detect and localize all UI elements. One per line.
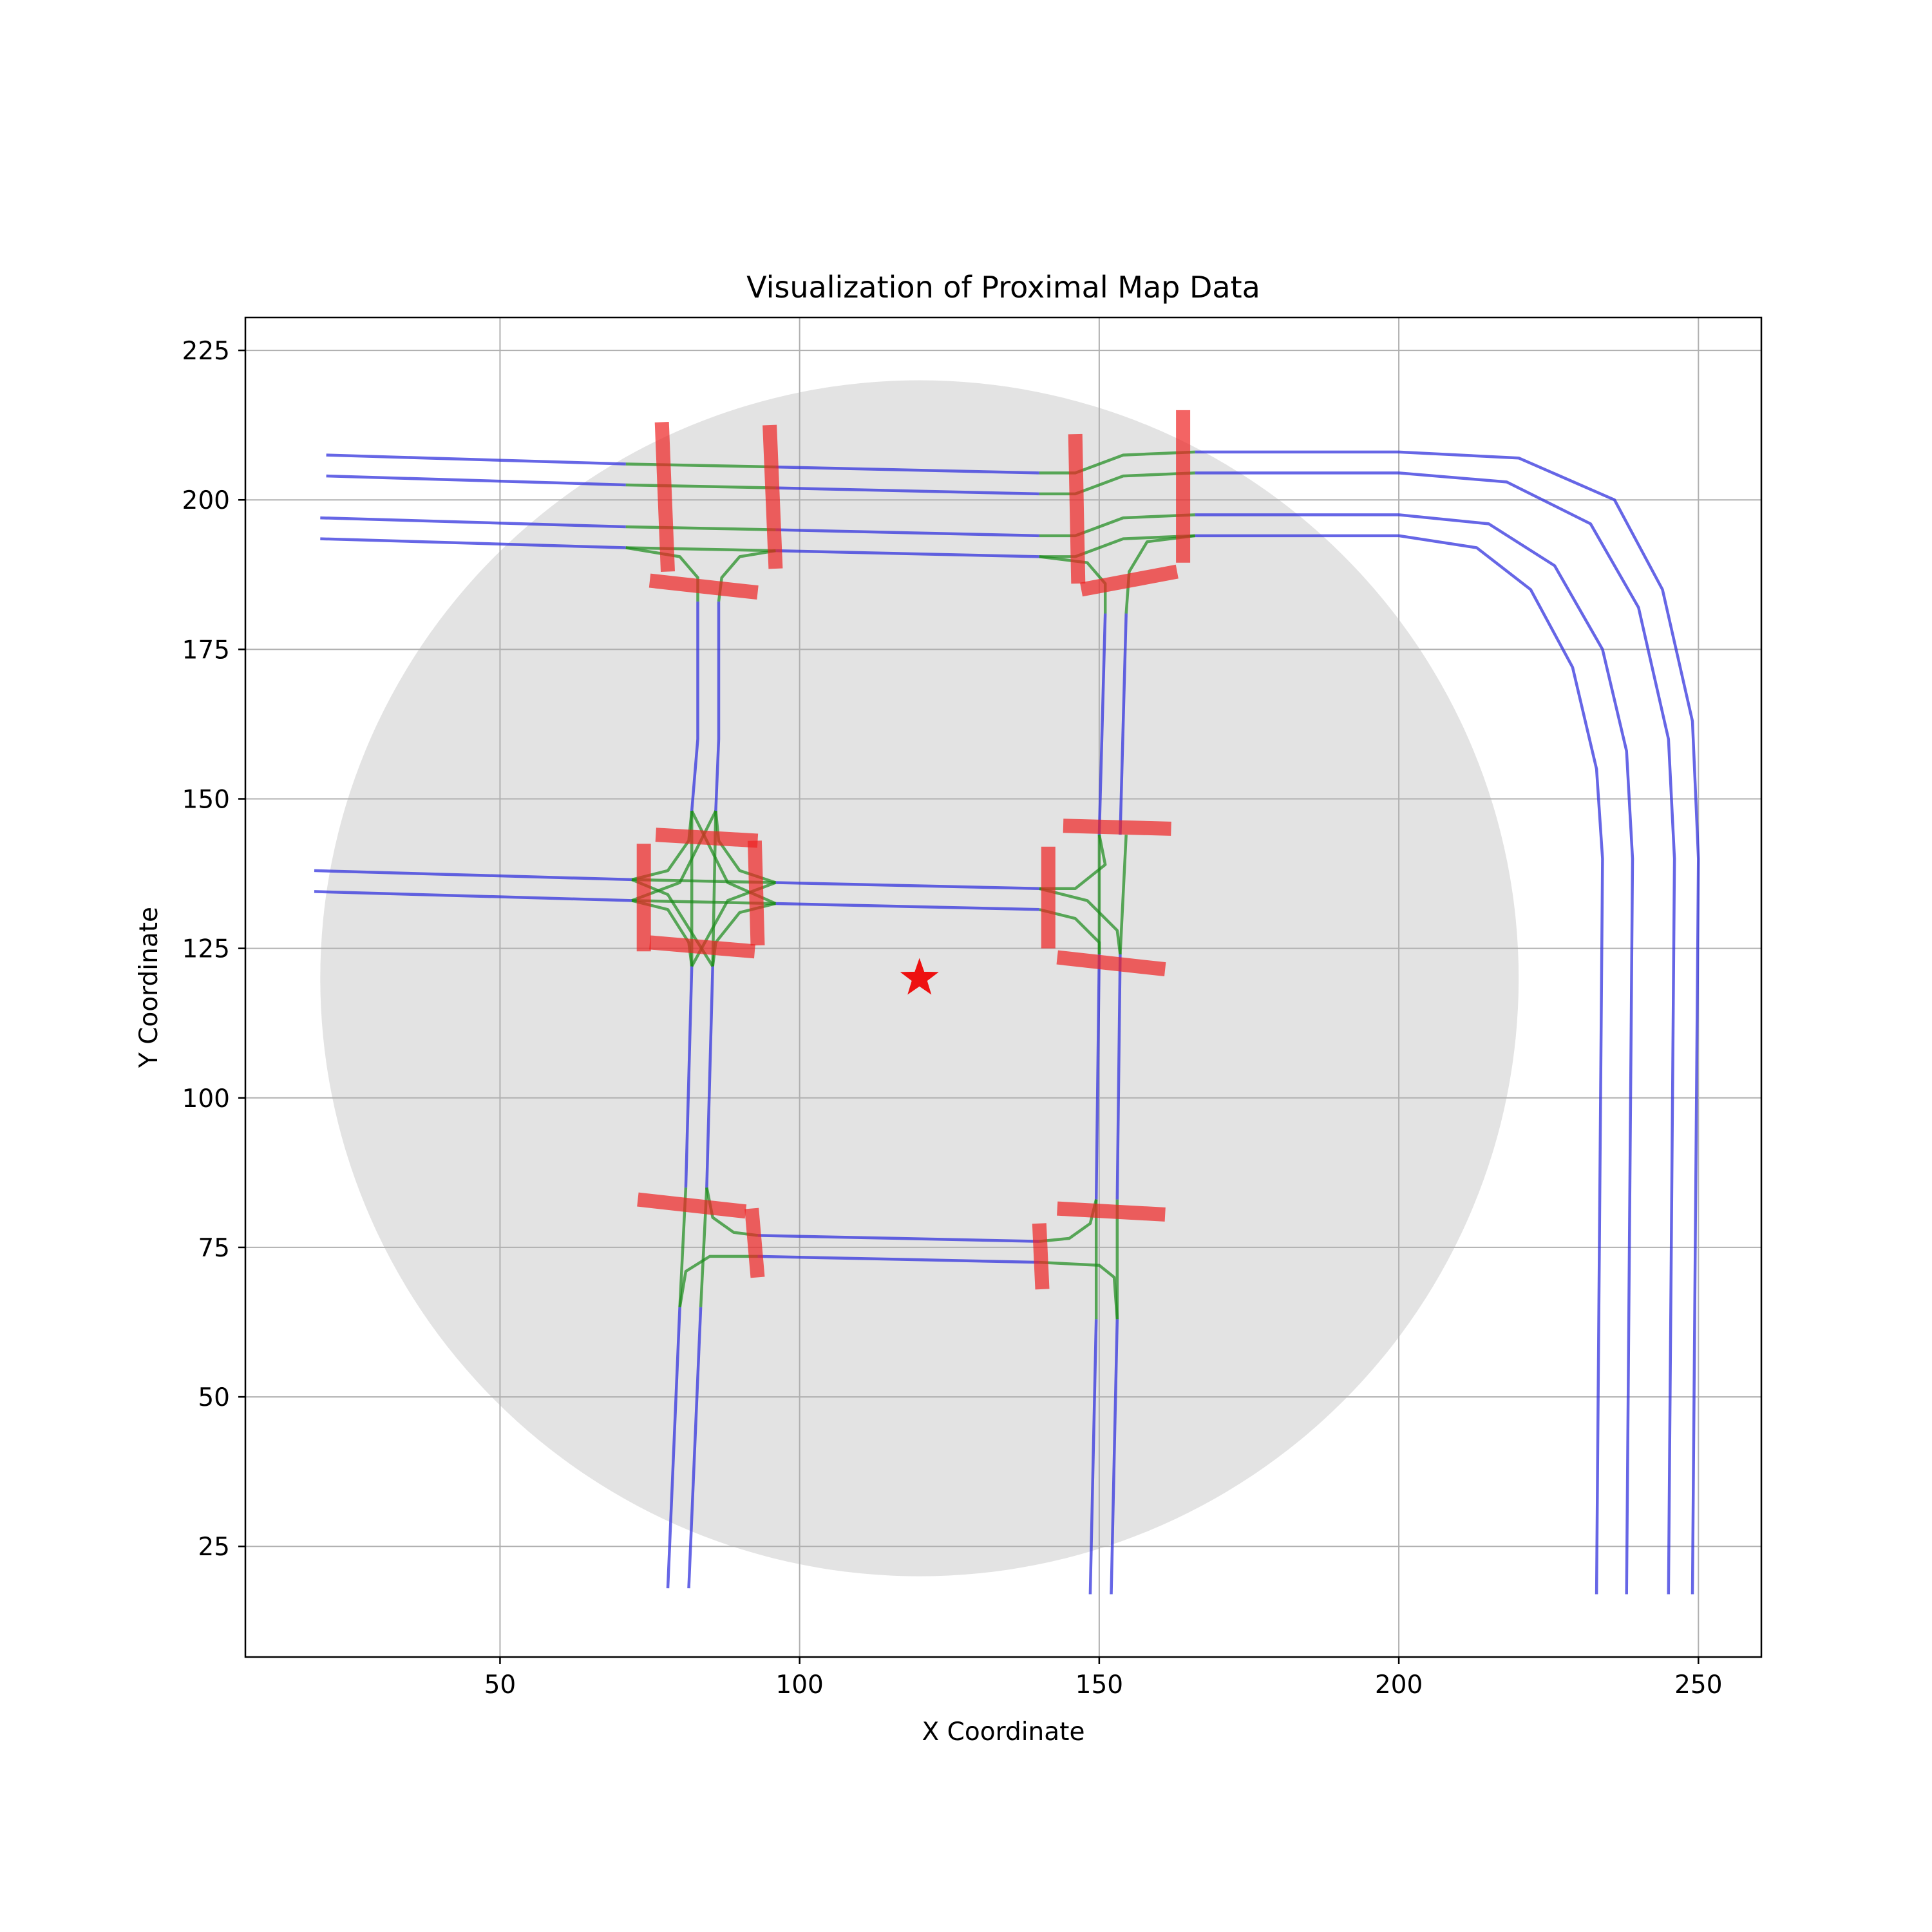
lane-centerline	[1119, 613, 1128, 835]
lane-centerline	[775, 486, 1039, 496]
x-tick-label: 100	[775, 1671, 823, 1700]
crosswalk	[1057, 1201, 1166, 1222]
crosswalk	[1063, 819, 1171, 836]
x-tick-label: 250	[1674, 1671, 1722, 1700]
plot-frame	[244, 316, 1763, 1658]
lane-centerline	[1097, 613, 1107, 835]
connector-layer	[625, 450, 1195, 1320]
lane-centerline	[1195, 450, 1700, 1595]
lane-connector	[678, 1255, 758, 1308]
ego-layer	[900, 958, 939, 995]
lane-centerline	[775, 549, 1039, 558]
lane-centerline	[1195, 513, 1634, 1595]
x-tick-label: 150	[1075, 1671, 1123, 1700]
crosswalk	[1032, 1223, 1050, 1290]
lane-centerline	[314, 869, 632, 882]
ego-position-star	[900, 958, 939, 995]
lane-connector	[1039, 450, 1195, 475]
tick-layer: 50 100 150 200 250 25 50 75 100 125 150 175 200 225	[182, 337, 1723, 1700]
lane-connector	[1124, 534, 1195, 614]
lane-connector	[1039, 471, 1195, 496]
y-tick-label: 25	[198, 1533, 230, 1562]
lane-connector	[1039, 534, 1195, 558]
crosswalk	[1056, 950, 1166, 977]
lane-centerline	[320, 516, 626, 529]
y-tick-label: 75	[198, 1234, 230, 1263]
lane-centerline	[705, 966, 714, 1188]
lane-connector	[625, 546, 776, 553]
crosswalk	[649, 935, 755, 959]
lane-centerline	[714, 601, 721, 811]
crosswalk	[649, 573, 759, 600]
lane-centerline	[775, 465, 1039, 475]
lane-centerline	[326, 474, 626, 487]
x-tick-label: 50	[484, 1671, 516, 1700]
y-tick-label: 200	[182, 486, 230, 515]
crosswalk	[654, 422, 675, 573]
lane-connector	[1039, 555, 1107, 614]
y-tick-label: 100	[182, 1084, 230, 1113]
lane-centerline	[1094, 954, 1101, 1200]
y-tick-label: 50	[198, 1383, 230, 1412]
crosswalk	[1068, 433, 1086, 584]
lane-centerline	[1195, 471, 1676, 1595]
lane-connector	[1119, 835, 1128, 955]
plot-area	[245, 317, 1761, 1657]
grid-layer	[245, 317, 1761, 1657]
lane-centerline	[666, 1307, 681, 1589]
y-tick-label: 225	[182, 337, 230, 366]
crosswalk	[637, 1192, 747, 1219]
lane-centerline	[690, 601, 699, 811]
y-tick-label: 125	[182, 935, 230, 964]
lane-layer	[314, 450, 1700, 1595]
crosswalk	[744, 1208, 765, 1278]
crosswalk-layer	[636, 410, 1191, 1290]
lane-centerline	[687, 1307, 703, 1589]
lane-centerline	[757, 1255, 1039, 1264]
lane-centerline	[684, 966, 694, 1188]
lane-centerline	[757, 1234, 1039, 1243]
y-tick-label: 175	[182, 636, 230, 665]
chart-title: Visualization of Proximal Map Data	[746, 270, 1260, 305]
lane-connector	[625, 483, 776, 489]
lane-connector	[625, 525, 776, 531]
lane-centerline	[1195, 534, 1604, 1595]
x-axis-label: X Coordinate	[922, 1718, 1085, 1747]
lane-centerline	[1115, 954, 1122, 1200]
y-tick-label: 150	[182, 786, 230, 815]
lane-connector	[1039, 1260, 1119, 1320]
lane-centerline	[1088, 1319, 1098, 1595]
lane-centerline	[775, 528, 1039, 538]
lane-centerline	[314, 890, 632, 902]
lane-centerline	[1110, 1319, 1119, 1595]
lane-connector	[1039, 887, 1122, 955]
lane-centerline	[775, 881, 1039, 891]
y-axis-label: Y Coordinate	[135, 907, 164, 1068]
lane-connector	[1039, 513, 1195, 538]
crosswalk	[762, 424, 783, 569]
lane-connector	[625, 462, 776, 469]
lane-centerline	[320, 537, 626, 549]
crosswalk	[1079, 564, 1179, 597]
lane-connector	[1039, 834, 1107, 891]
crosswalk	[747, 840, 765, 946]
crosswalk	[655, 828, 759, 848]
lane-centerline	[326, 453, 626, 466]
lane-centerline	[775, 902, 1039, 911]
x-tick-label: 200	[1375, 1671, 1423, 1700]
